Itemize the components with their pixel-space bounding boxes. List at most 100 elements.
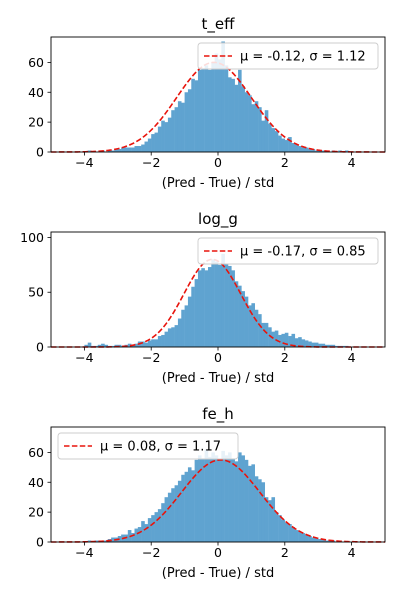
histogram-bar	[241, 455, 245, 542]
histogram-bar	[184, 471, 189, 542]
x-tick-label: 4	[348, 155, 356, 170]
histogram-bar	[324, 344, 329, 347]
histogram-bar	[294, 144, 299, 152]
histogram-bar	[197, 69, 202, 152]
histogram-bar	[181, 309, 185, 347]
histogram-bar	[154, 132, 159, 152]
histogram-bar	[274, 330, 279, 347]
legend: μ = 0.08, σ = 1.17	[57, 432, 239, 460]
histogram-bar	[268, 500, 272, 542]
histogram-bar	[147, 340, 152, 347]
x-axis-label: (Pred - True) / std	[162, 566, 274, 581]
histogram-bar	[134, 343, 139, 347]
histogram-bar	[318, 539, 322, 542]
histogram-bar	[141, 341, 145, 347]
histogram-bar	[171, 327, 175, 347]
histogram-bar	[304, 534, 309, 542]
histogram-bar	[127, 147, 132, 152]
histogram-bar	[284, 522, 289, 542]
legend: μ = -0.12, σ = 1.12	[197, 42, 379, 70]
histogram-bar	[131, 533, 135, 542]
histogram-bar	[154, 339, 159, 347]
histogram-bar	[101, 343, 105, 347]
histogram-bar	[288, 137, 292, 152]
histogram-bar	[308, 149, 312, 152]
histogram-bar	[244, 92, 249, 152]
x-tick-label: −4	[75, 350, 93, 365]
histogram-bar	[291, 333, 296, 347]
histogram-bar	[214, 261, 219, 347]
y-tick-label: 40	[28, 475, 44, 490]
histogram-bar	[214, 455, 219, 542]
histogram-bar	[127, 343, 132, 347]
histogram-bar	[228, 265, 232, 347]
histogram-bar	[304, 340, 309, 347]
histogram-bar	[151, 339, 155, 347]
y-tick-label: 60	[28, 55, 44, 70]
histogram-bar	[207, 456, 212, 542]
histogram-bar	[191, 286, 195, 347]
subplot-title: t_eff	[202, 15, 236, 34]
histogram-bar	[218, 59, 222, 152]
histogram-bar	[284, 140, 289, 152]
histogram-bar	[121, 147, 125, 152]
histogram-bar	[221, 450, 225, 542]
histogram-bars	[84, 253, 349, 347]
histogram-bar	[211, 452, 215, 542]
x-tick-label: 2	[281, 350, 289, 365]
histogram-bar	[171, 488, 175, 542]
histogram-bar	[111, 345, 115, 347]
histogram-bar	[241, 291, 245, 347]
histogram-bar	[164, 331, 169, 347]
histogram-bar	[197, 455, 202, 542]
histogram-bar	[248, 305, 252, 347]
histogram-bar	[87, 540, 92, 542]
histogram-bar	[271, 331, 276, 347]
legend-label: μ = 0.08, σ = 1.17	[100, 440, 221, 455]
histogram-bar	[311, 537, 316, 542]
histogram-bar	[228, 452, 232, 542]
legend-label: μ = -0.12, σ = 1.12	[240, 50, 366, 65]
histogram-bar	[187, 467, 192, 542]
histogram-bar	[131, 147, 135, 152]
histogram-bar	[151, 515, 155, 542]
histogram-bar	[84, 344, 88, 347]
histogram-bar	[281, 333, 286, 347]
histogram-bar	[147, 518, 152, 542]
histogram-bar	[274, 131, 279, 152]
histogram-bar	[151, 134, 155, 152]
histogram-bar	[167, 328, 172, 347]
legend-box	[197, 42, 379, 70]
histogram-bar	[258, 314, 262, 347]
histogram-bar	[134, 146, 139, 152]
histogram-bar	[268, 123, 272, 152]
histogram-bar	[87, 342, 92, 347]
histogram-bar	[117, 149, 122, 152]
histogram-bar	[141, 521, 145, 542]
histogram-bar	[251, 303, 255, 347]
histogram-bar	[281, 519, 286, 542]
gaussian-fit-line	[51, 459, 385, 543]
histogram-bar	[231, 78, 235, 152]
histogram-bar	[288, 336, 292, 347]
histogram-bar	[241, 86, 245, 152]
histogram-bar	[268, 327, 272, 347]
y-tick-label: 0	[36, 145, 44, 160]
histogram-bar	[171, 110, 175, 152]
histogram-bar	[197, 270, 202, 347]
histogram-bar	[231, 270, 235, 347]
histogram-bar	[301, 147, 306, 152]
histogram-bar	[214, 53, 219, 152]
histogram-bar	[167, 117, 172, 152]
histogram-bar	[224, 65, 229, 152]
histogram-bar	[187, 296, 192, 347]
histogram-bar	[147, 138, 152, 152]
subplot-title: log_g	[198, 210, 238, 229]
x-tick-label: −2	[142, 545, 160, 560]
x-tick-label: −4	[75, 155, 93, 170]
histogram-bar	[114, 344, 119, 347]
histogram-bar	[161, 334, 165, 347]
histogram-bar	[238, 452, 242, 542]
histogram-bar	[104, 344, 109, 347]
